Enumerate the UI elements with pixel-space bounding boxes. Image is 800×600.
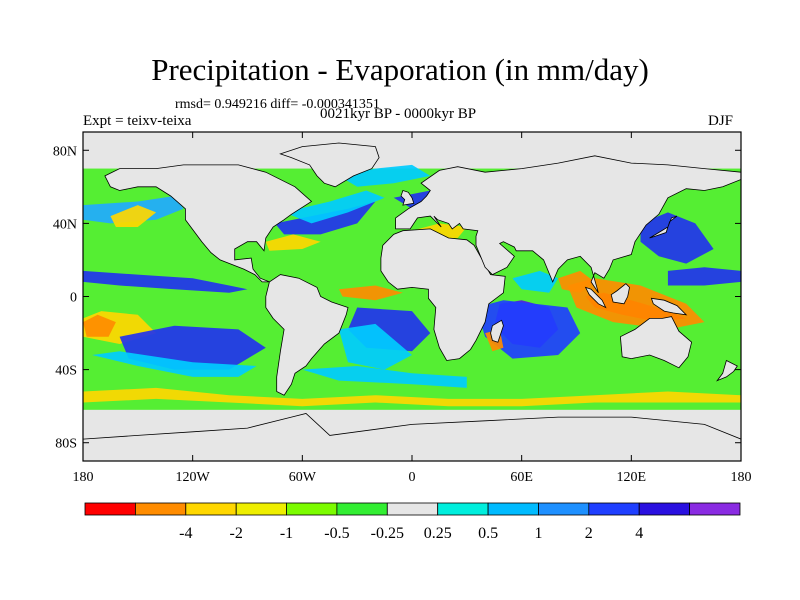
land-sumatra bbox=[584, 286, 607, 309]
land-madagascar bbox=[490, 319, 504, 343]
land-greenland bbox=[279, 142, 380, 188]
y-tick-label: 40N bbox=[53, 217, 77, 232]
y-tick-label: 80N bbox=[53, 144, 77, 159]
colorbar-swatch bbox=[185, 502, 237, 516]
x-tick-label: 60W bbox=[289, 470, 317, 485]
field-south-atlantic-cyan bbox=[338, 323, 412, 370]
field-arabian-sea-blue bbox=[512, 270, 559, 293]
x-tick-label: 180 bbox=[731, 470, 752, 485]
land-antarctica bbox=[83, 413, 741, 461]
colorbar-swatch bbox=[638, 502, 691, 516]
colorbar-label: -2 bbox=[230, 525, 243, 542]
y-tick-label: 80S bbox=[55, 437, 77, 452]
colorbar-label: -4 bbox=[179, 525, 192, 542]
stats-line: rmsd= 0.949216 diff= -0.000341351 bbox=[175, 97, 380, 112]
colorbar-swatch bbox=[588, 502, 640, 516]
land-borneo bbox=[610, 283, 630, 305]
colorbar-swatch bbox=[235, 502, 287, 516]
latitude-axis: 80N 40N 0 40S 80S bbox=[53, 144, 741, 452]
land-eurasia bbox=[395, 155, 741, 294]
experiment-label: Expt = teixv-teixa bbox=[83, 113, 192, 129]
colorbar-label: 1 bbox=[535, 525, 543, 542]
field-east-pacific-subtropical-dry bbox=[83, 314, 116, 337]
field-tropical-pacific-moist-band bbox=[83, 270, 248, 293]
land-great-britain bbox=[400, 189, 415, 206]
colorbar-swatch bbox=[437, 502, 489, 516]
period-label: 0021kyr BP - 0000kyr BP bbox=[320, 106, 477, 122]
colorbar-label: 4 bbox=[635, 525, 643, 542]
colorbar-label: -1 bbox=[280, 525, 293, 542]
y-tick-label: 40S bbox=[55, 364, 77, 379]
field-north-pacific-yellow bbox=[110, 205, 157, 227]
x-tick-label: 0 bbox=[409, 470, 416, 485]
land-north-america bbox=[104, 164, 313, 283]
colorbar-swatch bbox=[286, 502, 338, 516]
land-australia bbox=[619, 316, 693, 369]
field-greenland-sea-cyan bbox=[338, 164, 431, 187]
land-africa bbox=[380, 228, 506, 361]
x-tick-label: 60E bbox=[510, 470, 533, 485]
field-tropical-atlantic-dry bbox=[338, 285, 403, 301]
land-new-zealand bbox=[716, 359, 738, 382]
colorbar-label: -0.25 bbox=[371, 525, 404, 542]
colorbar-swatch bbox=[336, 502, 388, 516]
colorbar-swatch bbox=[134, 502, 187, 516]
land-new-guinea bbox=[650, 297, 688, 316]
colorbar-swatch bbox=[84, 502, 136, 516]
land-japan bbox=[649, 215, 678, 239]
colorbar-swatch bbox=[386, 502, 439, 516]
field-southern-ocean-dry-1 bbox=[83, 387, 741, 407]
field-southern-ocean-cyan-1 bbox=[302, 366, 467, 388]
colorbar-swatch bbox=[538, 502, 590, 516]
field-west-pacific-tropical bbox=[667, 267, 741, 286]
colorbar-label: -0.5 bbox=[324, 525, 349, 542]
x-tick-label: 180 bbox=[73, 470, 94, 485]
colorbar-label: 2 bbox=[585, 525, 593, 542]
colorbar-swatch bbox=[487, 502, 539, 516]
coastlines bbox=[83, 142, 741, 461]
colorbar-label: 0.5 bbox=[478, 525, 498, 542]
field-gulf-stream-yellow bbox=[265, 234, 321, 251]
colorbar-swatch bbox=[689, 502, 741, 516]
x-tick-label: 120W bbox=[176, 470, 211, 485]
season-label: DJF bbox=[708, 113, 734, 129]
x-tick-label: 120E bbox=[617, 470, 647, 485]
field-west-pacific-moist bbox=[640, 212, 714, 264]
longitude-axis: 180 120W 60W 0 60E 120E 180 bbox=[73, 132, 752, 485]
colorbar: -4 -2 -1 -0.5 -0.25 0.25 0.5 1 2 4 bbox=[84, 502, 741, 542]
field-south-pacific-blue-fringe bbox=[92, 351, 257, 377]
map-panel bbox=[82, 131, 742, 462]
map-title: Precipitation - Evaporation (in mm/day) bbox=[151, 52, 649, 87]
y-tick-label: 0 bbox=[70, 291, 77, 306]
land-south-america bbox=[265, 274, 349, 396]
colorbar-label: 0.25 bbox=[424, 525, 452, 542]
field-north-atlantic-cyan bbox=[284, 190, 385, 224]
